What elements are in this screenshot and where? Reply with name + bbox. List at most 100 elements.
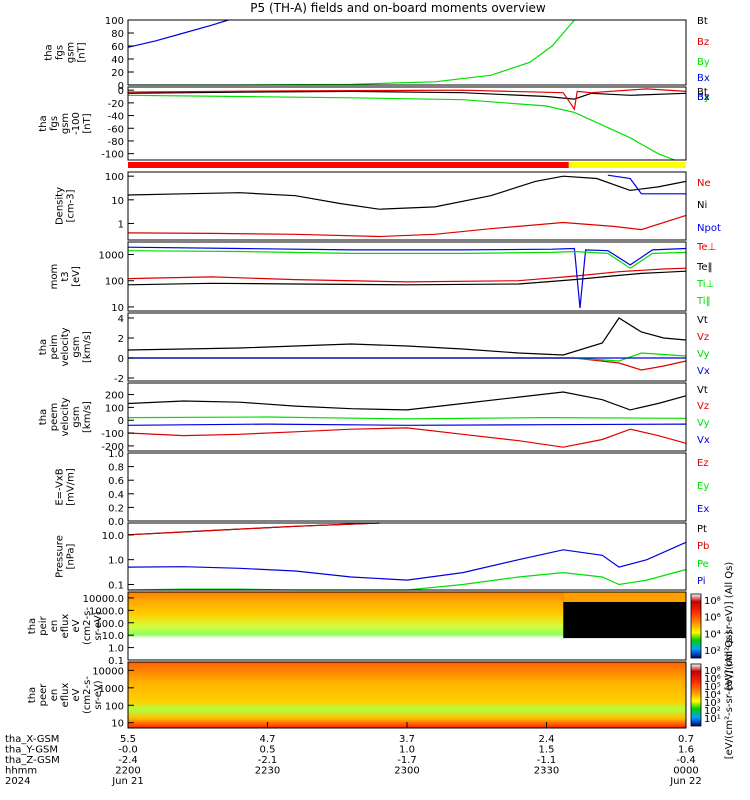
y-tick-label: 1000 <box>99 684 124 695</box>
legend-entry: Bz <box>697 37 709 48</box>
y-label-line: tha <box>38 409 49 425</box>
ephemeris-value: 1.6 <box>678 745 694 756</box>
colorbar-tick-label: 10⁶ <box>704 674 721 685</box>
ephemeris-value: 3.7 <box>399 734 415 745</box>
y-tick-label: 4 <box>118 314 124 325</box>
y-tick-label: 10 <box>111 303 124 314</box>
panel-frame <box>127 171 687 241</box>
colorbar-tick-label: 10⁸ <box>704 666 721 677</box>
series-line-Pb <box>127 522 380 536</box>
legend-entry: By <box>697 92 710 103</box>
y-tick-label: 1.0 <box>108 449 124 460</box>
y-tick-label: -40 <box>108 112 124 123</box>
legend-entry: Te‖ <box>696 262 713 273</box>
y-label-line: gsm <box>60 113 71 134</box>
y-label-line: velocity <box>60 327 71 366</box>
colorbar-scale <box>690 663 702 727</box>
spectrogram-region <box>563 592 686 602</box>
spectrogram-region <box>128 662 686 728</box>
legend-entry: Ti⊥ <box>696 279 714 290</box>
y-tick-label: 100 <box>105 277 124 288</box>
y-label-line: tha <box>38 339 49 355</box>
panel-temperature: 1000 100 10 mom t3 [eV] Te⊥ Te‖ Ti⊥ Ti‖ <box>49 241 716 314</box>
y-tick-label: 0.6 <box>108 476 124 487</box>
ephemeris-label: hhmm <box>5 766 37 777</box>
ephemeris-value: -2.4 <box>118 755 138 766</box>
legend-entry: Vy <box>697 418 710 429</box>
y-axis-label: Pressure [nPa] <box>55 535 77 578</box>
ephemeris-value: -1.7 <box>397 755 417 766</box>
legend-entry: Vt <box>697 385 708 396</box>
legend-entry: Ez <box>697 458 709 469</box>
y-label-line: tha <box>27 618 38 634</box>
legend-entry: Vy <box>697 349 710 360</box>
colorbar-tick-label: 10¹ <box>704 714 721 725</box>
panel-pressure: 10.0 1.0 0.1 Pressure [nPa] Pt Pb Pe Pi <box>55 522 709 591</box>
ephemeris-value: 0000 <box>673 766 698 777</box>
series-line-Vy <box>128 352 687 362</box>
y-label-line: eflux <box>60 683 71 708</box>
ephemeris-value: 1.0 <box>399 745 415 756</box>
y-label-line: velocity <box>60 397 71 436</box>
series-line-Vz <box>127 427 687 448</box>
series-line-Pi <box>127 541 687 581</box>
y-tick-label: 1.0 <box>108 556 124 567</box>
y-tick-label: -100 <box>101 429 124 440</box>
series-line-Ni <box>127 175 687 210</box>
y-tick-label: 1000 <box>99 251 124 262</box>
colorbar-tick-label: 10² <box>704 646 721 657</box>
y-tick-label: 10 <box>111 196 124 207</box>
legend-entry: Pe <box>697 559 709 570</box>
series-line-Ne <box>127 214 687 238</box>
y-label-line: tha <box>44 44 55 60</box>
ephemeris-value: -0.0 <box>118 745 138 756</box>
ephemeris-value: 2.4 <box>539 734 555 745</box>
series-line-Te‖ <box>127 270 687 286</box>
series-line-Ti⊥ <box>127 246 687 309</box>
colorbar-tick-label: 10⁴ <box>704 690 721 701</box>
y-label-line: mom <box>49 264 60 290</box>
legend-entry: Ne <box>697 178 711 189</box>
y-label-line: en <box>49 689 60 702</box>
panel-frame <box>127 312 687 382</box>
ephemeris-label: tha_Z-GSM <box>5 755 60 766</box>
y-tick-label: 20 <box>111 68 124 79</box>
y-axis-label: tha peir en eflux eV (cm2-s-sr-eV) <box>27 607 104 645</box>
legend-entry: Vz <box>697 332 709 343</box>
y-tick-label: 100 <box>105 701 124 712</box>
y-label-line: [eV] <box>71 266 82 287</box>
legend-entry: Bt <box>697 87 708 98</box>
y-label-line: (cm2-s- <box>82 607 93 645</box>
y-axis-label: tha fgs gsm [nT] <box>44 42 88 63</box>
y-label-line: Density <box>55 187 66 225</box>
series-line-Vx <box>127 423 687 426</box>
y-axis-label: tha fgs gsm -100 [nT] <box>38 112 93 135</box>
y-label-line: eV <box>71 619 82 632</box>
legend-entry: Ti‖ <box>696 296 711 307</box>
series-line-Vt <box>127 317 687 356</box>
y-tick-label: 10.0 <box>102 531 124 542</box>
legend-entry: By <box>697 57 710 68</box>
y-tick-label: 100.0 <box>95 619 124 630</box>
spectrogram-region <box>128 638 686 660</box>
y-label-line: gsm <box>71 336 82 357</box>
series-line-Vt <box>127 391 687 411</box>
series-line-By <box>127 94 676 161</box>
legend-entry: Npot <box>697 223 721 234</box>
y-label-line: [km/s] <box>82 401 93 433</box>
ephemeris-label: 2024 <box>5 776 30 787</box>
panel-fgs_gsm_top: 100 80 60 40 20 0 tha fgs gsm [nT] Bt Bz By Bx <box>44 16 710 92</box>
ephemeris-value: 2230 <box>255 766 280 777</box>
legend-entry: Bz <box>697 92 709 103</box>
y-label-line: fgs <box>49 116 60 131</box>
colorbar-tick-label: 10⁴ <box>704 629 721 640</box>
y-label-line: eV <box>71 688 82 701</box>
y-label-line: gsm <box>71 406 82 427</box>
legend-entry: Vt <box>697 315 708 326</box>
colorbar-label: [eV/(cm²-s-sr-eV)] (All Qs) <box>724 562 735 691</box>
